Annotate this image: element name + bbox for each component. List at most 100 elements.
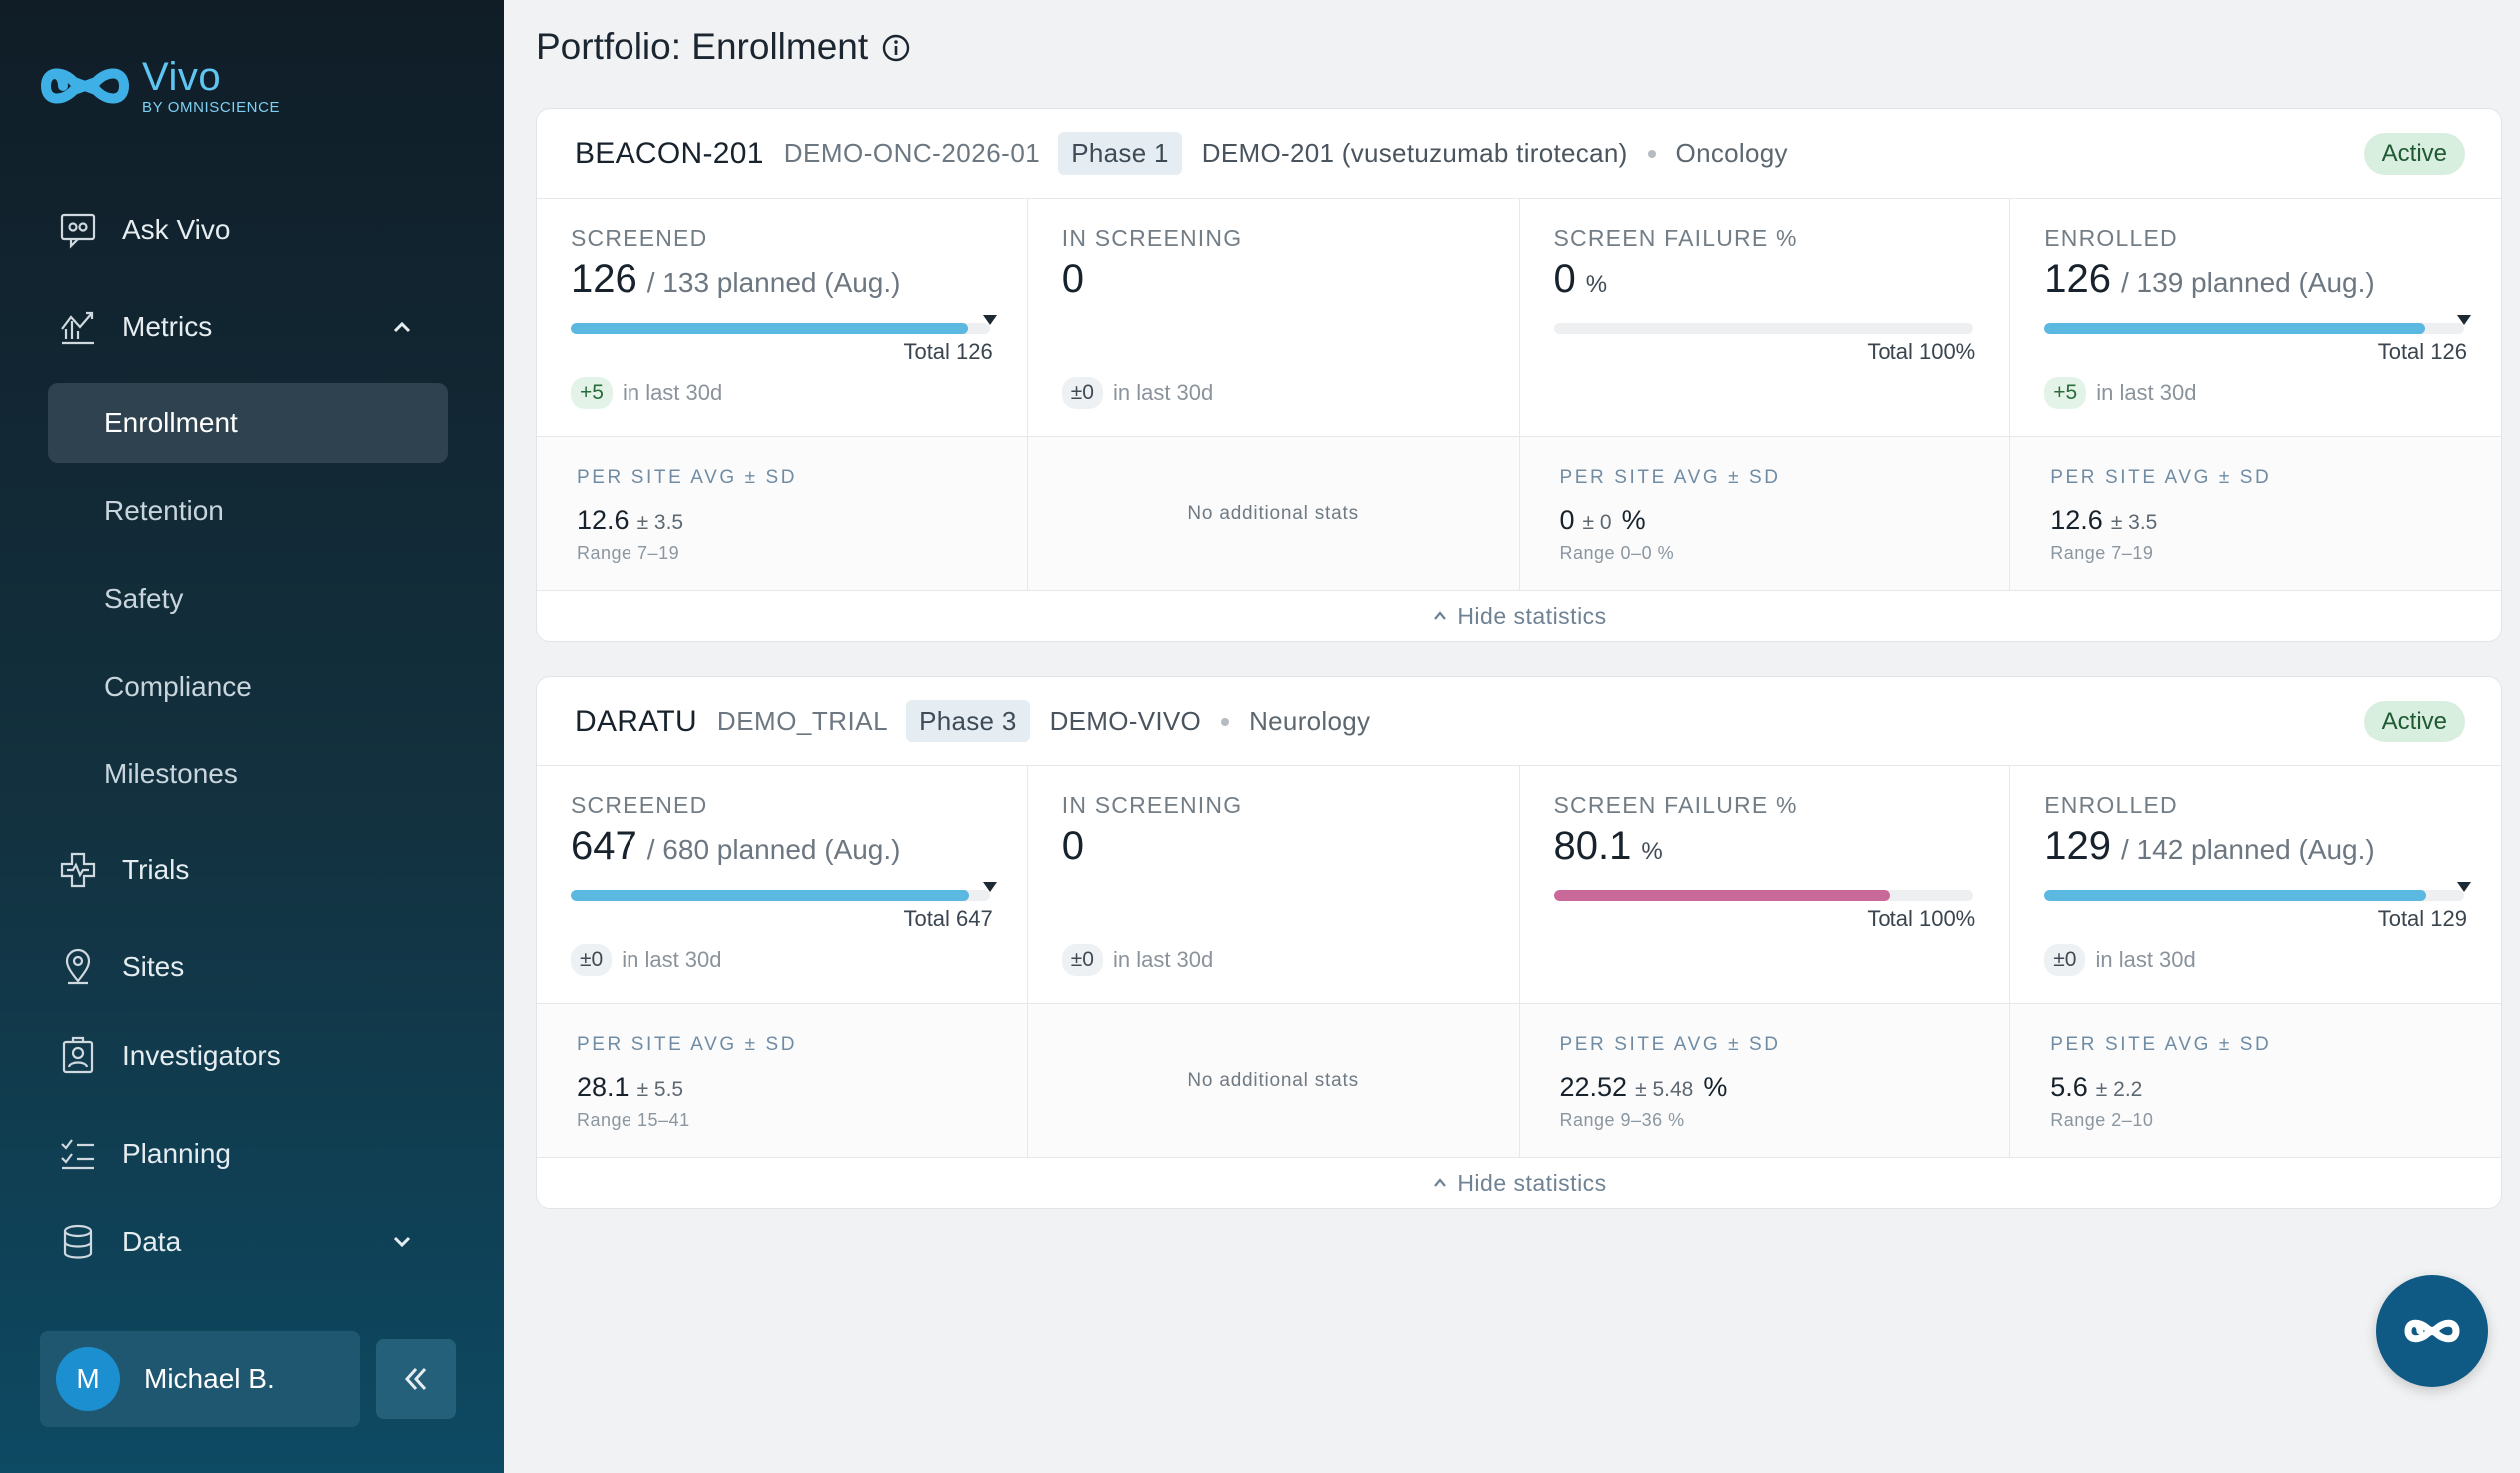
sites-icon (56, 945, 100, 989)
page-title-text: Portfolio: Enrollment (536, 26, 869, 67)
stat-sd: ± 5.48 (1635, 1078, 1694, 1101)
sidebar: Vivo BY OMNISCIENCE Ask Vivo Metrics Enr… (0, 0, 504, 1473)
chevron-up-icon[interactable] (388, 313, 416, 341)
hide-statistics-button[interactable]: Hide statistics (537, 591, 2501, 641)
progress-bar (571, 890, 990, 901)
metric-total: Total 129 (2377, 906, 2467, 931)
nav-data-label: Data (122, 1226, 182, 1257)
stat-screen-failure: PER SITE AVG ± SD 0 ± 0% Range 0–0 % (1520, 437, 2011, 590)
metric-value: 126 (2044, 257, 2111, 301)
metrics-row: SCREENED 126 / 133 planned (Aug.) Total 1… (537, 199, 2501, 437)
progress-fill (2044, 890, 2426, 901)
hide-statistics-button[interactable]: Hide statistics (537, 1158, 2501, 1208)
drug-name: DEMO-201 (vusetuzumab tirotecan) (1201, 138, 1628, 168)
delta-text: in last 30d (622, 947, 722, 972)
nav-planning-label: Planning (122, 1138, 231, 1169)
nav-compliance[interactable]: Compliance (104, 671, 252, 702)
metric-planned: / 680 planned (Aug.) (646, 834, 901, 865)
metric-label: IN SCREENING (1061, 792, 1243, 818)
nav-enrollment[interactable]: Enrollment (48, 383, 448, 463)
trial-card: BEACON-201 DEMO-ONC-2026-01 Phase 1 DEMO… (536, 108, 2502, 642)
delta-badge: +5 (571, 377, 613, 409)
delta-badge: +5 (2044, 377, 2087, 409)
phase-badge: Phase 1 (1058, 132, 1182, 175)
nav-investigators[interactable]: Investigators (56, 1026, 281, 1086)
nav-data[interactable]: Data (56, 1212, 181, 1272)
info-icon[interactable] (880, 31, 912, 63)
planning-icon (56, 1132, 100, 1176)
delta-row: ±0 in last 30d (1061, 944, 1214, 976)
delta-text: in last 30d (2096, 380, 2197, 405)
stat-label: PER SITE AVG ± SD (2050, 1034, 2272, 1055)
collapse-sidebar-button[interactable] (376, 1339, 456, 1419)
stat-sd: ± 3.5 (2110, 511, 2158, 534)
metric-value: 80.1 (1553, 824, 1632, 868)
data-icon (56, 1220, 100, 1264)
stat-label: PER SITE AVG ± SD (1559, 467, 1781, 488)
chevron-down-icon[interactable] (388, 1228, 416, 1256)
user-menu[interactable]: M Michael B. (40, 1331, 360, 1427)
trial-name[interactable]: DARATU (575, 704, 697, 737)
trials-icon (56, 848, 100, 892)
stat-unit: % (1703, 1072, 1728, 1102)
nav-metrics[interactable]: Metrics (56, 297, 212, 357)
nav-milestones[interactable]: Milestones (104, 758, 238, 789)
metric-screen-failure: SCREEN FAILURE % 0% Total 100% (1520, 199, 2011, 436)
brand-name: Vivo (142, 54, 222, 99)
stat-label: PER SITE AVG ± SD (577, 1034, 798, 1055)
metric-unit: % (1641, 838, 1663, 865)
separator-dot (1647, 149, 1656, 158)
progress-fill (571, 890, 970, 901)
stat-range: Range 7–19 (577, 543, 680, 563)
stat-sd: ± 2.2 (2095, 1078, 2143, 1101)
metric-label: ENROLLED (2044, 792, 2178, 818)
metric-label: SCREEN FAILURE % (1553, 792, 1798, 818)
stat-sd: ± 0 (1582, 511, 1612, 534)
stat-empty: No additional stats (1187, 502, 1359, 524)
nav-ask-vivo[interactable]: Ask Vivo (56, 200, 230, 260)
progress-fill (2044, 323, 2425, 334)
delta-badge: ±0 (1061, 944, 1103, 976)
delta-text: in last 30d (1112, 947, 1214, 972)
metric-total: Total 126 (2377, 339, 2467, 364)
target-marker (983, 315, 997, 325)
metric-total: Total 100% (1867, 339, 1976, 364)
brand-subtitle: BY OMNISCIENCE (142, 98, 281, 116)
drug-name: DEMO-VIVO (1049, 706, 1202, 736)
metric-planned: / 142 planned (Aug.) (2121, 834, 2375, 865)
chevron-up-icon (1434, 1178, 1447, 1187)
nav-retention[interactable]: Retention (104, 495, 224, 526)
therapeutic-area: Oncology (1675, 138, 1788, 168)
hide-statistics-label: Hide statistics (1457, 602, 1607, 629)
metric-value: 0 (1061, 824, 1084, 868)
trial-card-header: DARATU DEMO_TRIAL Phase 3 DEMO-VIVO Neur… (537, 677, 2501, 766)
stat-enrolled: PER SITE AVG ± SD 12.6 ± 3.5 Range 7–19 (2010, 437, 2501, 590)
delta-row: ±0 in last 30d (571, 944, 722, 976)
metric-label: SCREENED (571, 225, 708, 251)
brand-logo[interactable]: Vivo BY OMNISCIENCE (38, 56, 280, 116)
progress-bar (571, 323, 990, 334)
nav-investigators-label: Investigators (122, 1040, 281, 1071)
metric-label: ENROLLED (2044, 225, 2178, 251)
metric-screen-failure: SCREEN FAILURE % 80.1% Total 100% (1520, 766, 2011, 1003)
progress-bar (1553, 323, 1973, 334)
therapeutic-area: Neurology (1249, 706, 1371, 736)
nav-metrics-label: Metrics (122, 311, 213, 342)
nav-safety[interactable]: Safety (104, 583, 184, 614)
stat-screen-failure: PER SITE AVG ± SD 22.52 ± 5.48% Range 9–3… (1520, 1004, 2011, 1157)
progress-fill (571, 323, 968, 334)
metric-enrolled: ENROLLED 129 / 142 planned (Aug.) Total 1… (2010, 766, 2501, 1003)
nav-planning[interactable]: Planning (56, 1124, 231, 1184)
metric-value: 126 (571, 257, 637, 301)
assistant-icon (2404, 1319, 2460, 1343)
delta-row: ±0 in last 30d (2044, 944, 2196, 976)
stat-range: Range 15–41 (577, 1110, 690, 1130)
nav-trials[interactable]: Trials (56, 840, 189, 900)
metric-in-screening: IN SCREENING 0 ±0 in last 30d (1028, 199, 1520, 436)
trial-name[interactable]: BEACON-201 (575, 136, 764, 170)
metric-value: 647 (571, 824, 637, 868)
assistant-button[interactable] (2376, 1275, 2488, 1387)
stat-label: PER SITE AVG ± SD (2050, 467, 2272, 488)
nav-sites[interactable]: Sites (56, 937, 184, 997)
stat-range: Range 2–10 (2050, 1110, 2154, 1130)
